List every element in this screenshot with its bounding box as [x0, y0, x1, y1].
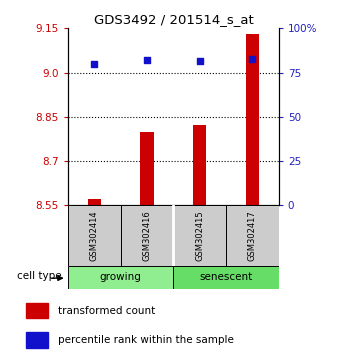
Text: senescent: senescent	[200, 272, 253, 282]
Bar	[88, 199, 101, 205]
Bar	[140, 132, 154, 205]
Text: GSM302414: GSM302414	[90, 210, 99, 261]
Bar	[27, 332, 48, 348]
Bar	[226, 205, 279, 266]
Text: transformed count: transformed count	[58, 306, 155, 316]
Bar	[27, 303, 48, 318]
Point	[197, 58, 203, 64]
Bar	[68, 205, 121, 266]
Text: percentile rank within the sample: percentile rank within the sample	[58, 335, 234, 346]
Point	[250, 57, 255, 62]
Bar	[68, 266, 173, 289]
Bar	[121, 205, 173, 266]
Bar	[173, 205, 226, 266]
Bar	[193, 125, 206, 205]
Text: GSM302416: GSM302416	[142, 210, 152, 261]
Bar	[173, 266, 279, 289]
Point	[91, 61, 97, 67]
Text: GSM302415: GSM302415	[195, 210, 204, 261]
Text: growing: growing	[100, 272, 142, 282]
Bar	[246, 34, 259, 205]
Title: GDS3492 / 201514_s_at: GDS3492 / 201514_s_at	[94, 13, 253, 26]
Point	[144, 57, 150, 63]
Text: GSM302417: GSM302417	[248, 210, 257, 261]
Text: cell type: cell type	[17, 271, 62, 281]
